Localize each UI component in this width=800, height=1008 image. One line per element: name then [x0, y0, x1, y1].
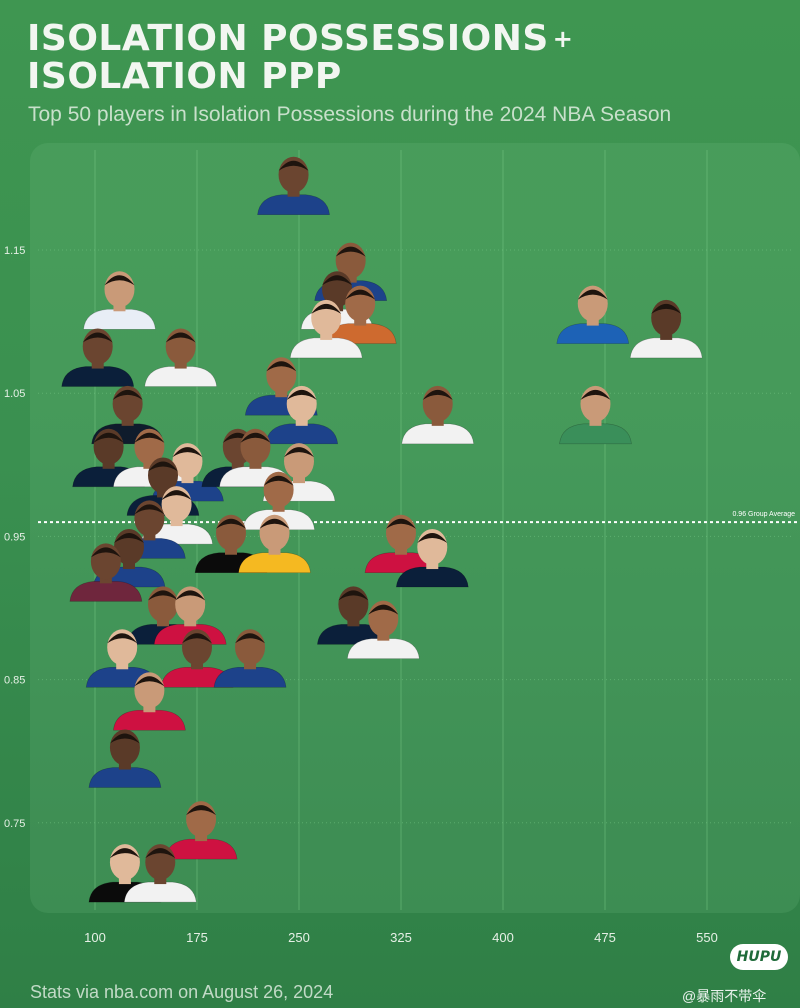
player-headshot-marker — [559, 385, 632, 445]
watermark-text: @暴雨不带伞 — [682, 988, 767, 1004]
player-headshot-marker — [85, 629, 159, 688]
player-headshot-marker — [265, 385, 339, 445]
player-headshot-marker — [556, 285, 630, 344]
player-headshot-marker — [289, 299, 363, 359]
y-tick-label: 1.15 — [4, 245, 25, 257]
player-headshot-marker — [88, 729, 162, 788]
x-tick-label: 250 — [288, 930, 310, 945]
player-headshot-marker — [144, 328, 218, 387]
title-line-2: ISOLATION PPP — [27, 56, 342, 97]
x-tick-label: 475 — [594, 930, 616, 945]
group-average-label: 0.96 Group Average — [732, 511, 795, 518]
player-headshot-marker — [61, 328, 135, 387]
x-tick-label: 550 — [696, 930, 718, 945]
x-tick-label: 175 — [186, 930, 208, 945]
player-headshot-marker — [629, 299, 703, 359]
title-line-1: ISOLATION POSSESSIONS — [27, 18, 549, 59]
player-headshot-marker — [346, 600, 420, 659]
player-headshot-marker — [113, 672, 186, 731]
x-tick-label: 400 — [492, 930, 514, 945]
y-tick-label: 1.05 — [4, 388, 25, 400]
chart-subtitle: Top 50 players in Isolation Possessions … — [28, 103, 672, 126]
player-headshot-marker — [69, 543, 143, 602]
x-tick-label: 100 — [84, 930, 106, 945]
y-tick-label: 0.95 — [4, 531, 25, 543]
y-tick-label: 0.75 — [4, 818, 25, 830]
x-tick-label: 325 — [390, 930, 412, 945]
player-headshot-marker — [257, 156, 330, 216]
chart-title: ISOLATION POSSESSIONS + ISOLATION PPP — [27, 20, 573, 96]
player-headshot-marker — [91, 385, 164, 445]
player-headshot-marker — [401, 385, 475, 445]
title-plus-sign: + — [552, 25, 574, 53]
player-headshot-marker — [213, 629, 287, 688]
y-tick-label: 0.85 — [4, 675, 25, 687]
hupu-logo: HUPU — [730, 944, 788, 970]
source-note: Stats via nba.com on August 26, 2024 — [30, 982, 334, 1002]
player-headshot-marker — [83, 271, 156, 330]
player-headshot-marker — [164, 801, 238, 860]
player-headshot-marker — [123, 844, 197, 903]
player-headshot-marker — [160, 629, 234, 688]
player-headshot-marker — [238, 514, 311, 574]
player-headshot-marker — [395, 529, 469, 588]
